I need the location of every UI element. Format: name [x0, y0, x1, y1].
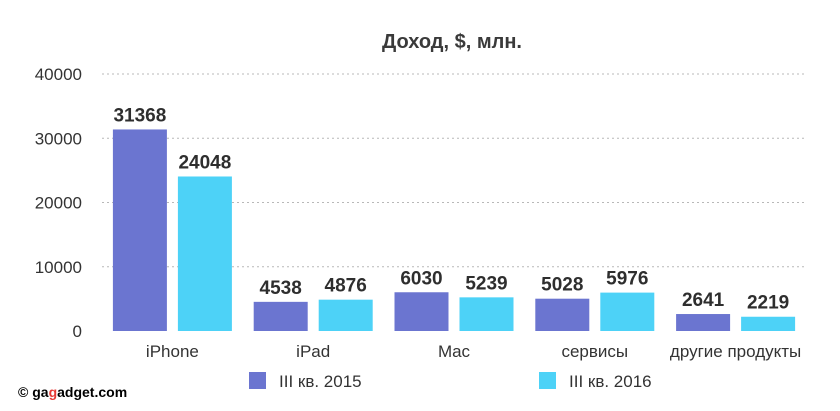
x-tick-label: iPad — [296, 342, 330, 361]
chart-title: Доход, $, млн. — [382, 31, 522, 53]
bar — [177, 176, 232, 331]
data-label: 5028 — [541, 275, 583, 296]
data-label: 24048 — [178, 152, 231, 173]
bar — [394, 292, 449, 331]
y-axis-ticks: 0 10000 20000 30000 40000 — [35, 65, 82, 341]
data-label: 5976 — [606, 269, 648, 290]
legend: III кв. 2015 III кв. 2016 — [249, 372, 652, 391]
data-label: 5239 — [465, 273, 507, 294]
bar — [535, 298, 590, 331]
bar — [253, 301, 308, 331]
data-label: 6030 — [400, 268, 442, 289]
bar — [459, 297, 514, 331]
brand-prefix: ga — [32, 384, 49, 400]
data-label: 31368 — [113, 105, 166, 126]
bar — [741, 316, 796, 331]
brand-accent: g — [48, 384, 58, 400]
bar — [112, 129, 167, 331]
brand-suffix: adget.com — [57, 384, 128, 400]
data-label: 4538 — [260, 278, 302, 299]
data-labels: 31368 24048 4538 4876 6030 5239 5028 5976 2641 22… — [113, 105, 789, 313]
y-tick-label: 20000 — [35, 194, 82, 213]
y-tick-label: 10000 — [35, 258, 82, 277]
legend-swatch — [249, 372, 266, 389]
x-axis-ticks: iPhone iPad Mac сервисы другие продукты — [146, 342, 801, 361]
bar — [600, 292, 655, 331]
x-tick-label: iPhone — [146, 342, 199, 361]
legend-swatch — [539, 372, 556, 389]
data-label: 4876 — [325, 276, 367, 297]
bar — [318, 299, 373, 331]
x-tick-label: сервисы — [561, 342, 628, 361]
watermark: © gagadget.com — [18, 384, 127, 400]
data-label: 2219 — [747, 293, 789, 314]
y-tick-label: 40000 — [35, 65, 82, 84]
y-tick-label: 0 — [73, 322, 82, 341]
gridlines — [102, 73, 806, 268]
data-label: 2641 — [682, 290, 725, 311]
copyright-symbol: © — [18, 384, 29, 400]
bars — [112, 129, 796, 331]
legend-label: III кв. 2016 — [569, 372, 652, 391]
x-tick-label: другие продукты — [670, 342, 801, 361]
legend-label: III кв. 2015 — [279, 372, 362, 391]
x-tick-label: Mac — [438, 342, 471, 361]
bar — [676, 314, 731, 331]
y-tick-label: 30000 — [35, 129, 82, 148]
